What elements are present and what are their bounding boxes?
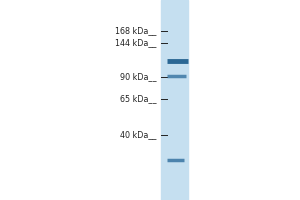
Text: 90 kDa__: 90 kDa__ bbox=[119, 72, 156, 82]
Bar bbox=[160, 0, 188, 200]
Text: 168 kDa__: 168 kDa__ bbox=[115, 26, 156, 36]
Text: 65 kDa__: 65 kDa__ bbox=[119, 95, 156, 104]
Text: 40 kDa__: 40 kDa__ bbox=[120, 131, 156, 140]
Text: 144 kDa__: 144 kDa__ bbox=[115, 38, 156, 47]
